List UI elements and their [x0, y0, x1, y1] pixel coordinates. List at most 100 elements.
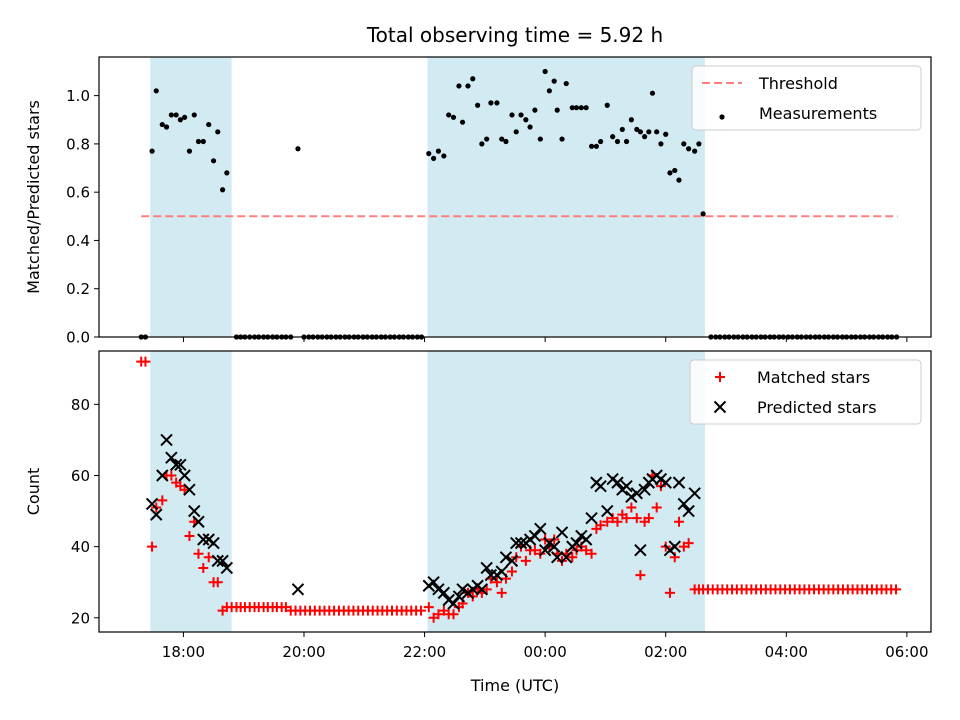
- x-tick-label: 20:00: [282, 643, 325, 661]
- measurement-point: [700, 211, 706, 217]
- matched-star-point: [184, 530, 195, 541]
- x-tick-label: 02:00: [644, 643, 687, 661]
- top-legend: [691, 65, 922, 131]
- matched-star-point: [203, 552, 214, 563]
- predicted-star-point: [150, 508, 163, 521]
- measurement-point: [173, 112, 179, 118]
- measurement-point: [628, 117, 634, 123]
- x-axis-label: Time (UTC): [470, 676, 559, 695]
- measurement-point: [215, 129, 221, 135]
- measurement-point: [588, 143, 595, 149]
- measurement-point: [219, 187, 226, 193]
- measurement-point: [623, 138, 630, 145]
- matched-star-point: [496, 587, 507, 598]
- measurement-point: [614, 138, 621, 145]
- measurement-point: [649, 90, 656, 96]
- matched-star-point: [481, 584, 492, 595]
- predicted-star-point: [475, 583, 489, 596]
- matched-star-point: [506, 566, 517, 577]
- predicted-star-point: [456, 583, 469, 596]
- measurement-point: [578, 105, 584, 111]
- matched-star-point: [683, 538, 694, 549]
- measurement-point: [159, 121, 165, 128]
- y-tick-label: 0.0: [66, 329, 90, 347]
- measurement-point: [195, 138, 202, 145]
- y-tick-label: 1.0: [66, 87, 90, 105]
- measurement-point: [177, 117, 183, 123]
- legend-predicted-swatch: [713, 400, 727, 414]
- matched-star-point: [448, 609, 459, 620]
- predicted-star-point: [534, 522, 547, 536]
- matched-star-point: [651, 502, 662, 513]
- measurement-point: [569, 105, 575, 111]
- measurement-point: [499, 136, 505, 142]
- measurement-point: [450, 114, 457, 120]
- matched-star-point: [433, 609, 444, 620]
- bottom-axes-frame: [98, 350, 932, 633]
- y-tick-label: 80: [71, 396, 90, 414]
- measurement-point: [681, 141, 687, 147]
- measurement-point: [206, 121, 212, 128]
- top-panel: 0.0 0.2 0.4 0.6 0.8 1.0 Matched/Predicted star…: [24, 56, 932, 347]
- measurement-point: [537, 136, 543, 142]
- predicted-star-point: [611, 476, 624, 489]
- x-tick-label: 06:00: [885, 643, 928, 661]
- predicted-star-point: [668, 540, 681, 553]
- measurement-point: [475, 102, 481, 108]
- x-tick-label: 22:00: [403, 643, 446, 661]
- predicted-star-point: [192, 515, 205, 528]
- predicted-star-point: [216, 554, 229, 568]
- measurement-point: [465, 83, 471, 89]
- predicted-star-point: [688, 487, 701, 500]
- matched-star-point: [212, 577, 223, 588]
- matched-star-point: [147, 541, 158, 552]
- measurement-point: [513, 129, 519, 135]
- measurement-point: [168, 112, 174, 118]
- bottom-y-axis-label: Count: [24, 468, 43, 516]
- measurement-point: [696, 141, 702, 147]
- measurement-point: [583, 105, 589, 111]
- predicted-star-point: [509, 536, 523, 550]
- predicted-star-point: [625, 490, 638, 504]
- predicted-star-point: [165, 451, 178, 464]
- measurement-point: [224, 170, 230, 176]
- measurement-point: [658, 141, 664, 147]
- measurement-point: [523, 117, 529, 123]
- predicted-star-point: [585, 511, 598, 525]
- measurement-point: [610, 134, 616, 140]
- legend-measurements-swatch: [719, 114, 725, 120]
- matched-star-point: [193, 548, 204, 559]
- predicted-star-point: [220, 561, 234, 575]
- y-tick-label: 0.4: [66, 232, 90, 250]
- measurement-point: [686, 146, 692, 152]
- x-tick-label: 04:00: [765, 643, 808, 661]
- measurement-point: [210, 158, 217, 164]
- measurement-point: [295, 146, 301, 152]
- measurement-point: [542, 68, 548, 75]
- matched-star-point: [567, 552, 578, 563]
- predicted-star-point: [505, 554, 519, 568]
- matched-star-point: [635, 570, 646, 581]
- predicted-star-point: [601, 504, 614, 518]
- measurement-point: [527, 124, 533, 130]
- predicted-star-point: [160, 433, 173, 447]
- measurement-point: [153, 88, 159, 94]
- predicted-star-point: [156, 469, 169, 482]
- legend-label: Threshold: [758, 74, 838, 93]
- predicted-star-point: [183, 483, 196, 496]
- x-tick-label: 00:00: [524, 643, 567, 661]
- predicted-star-point: [538, 543, 552, 557]
- matched-star-point: [621, 513, 632, 524]
- predicted-star-point: [432, 583, 445, 596]
- matched-star-point: [595, 520, 606, 531]
- measurement-point: [182, 114, 188, 120]
- measurement-point: [667, 170, 673, 176]
- measurement-point: [642, 134, 648, 140]
- matched-star-point: [157, 495, 168, 506]
- predicted-star-point: [570, 536, 583, 550]
- measurement-point: [598, 138, 604, 145]
- matched-star-point: [415, 605, 426, 616]
- predicted-star-point: [630, 487, 643, 500]
- measurement-point: [494, 100, 500, 106]
- predicted-star-point: [547, 540, 561, 553]
